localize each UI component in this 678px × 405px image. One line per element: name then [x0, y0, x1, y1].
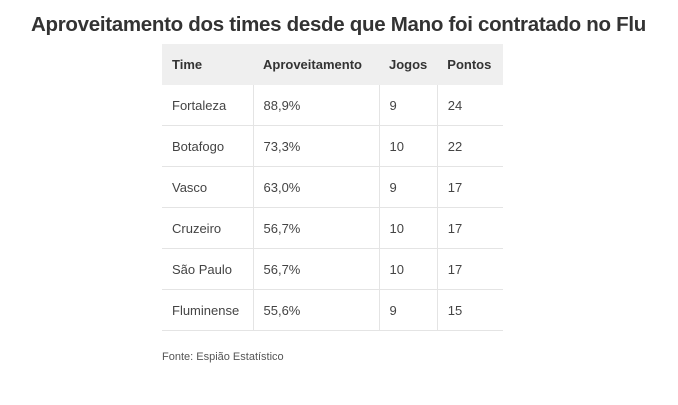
pontos-cell: 17	[436, 166, 504, 208]
aproveitamento-cell: 56,7%	[252, 248, 379, 290]
jogos-cell: 10	[378, 248, 438, 290]
column-header-pontos: Pontos	[437, 44, 504, 85]
jogos-cell: 10	[378, 125, 438, 167]
source-note: Fonte: Espião Estatístico	[162, 351, 284, 363]
table-row: Fortaleza 88,9% 9 24	[162, 85, 504, 126]
column-header-aproveitamento: Aproveitamento	[253, 44, 379, 85]
jogos-cell: 9	[378, 85, 438, 126]
column-header-jogos: Jogos	[379, 44, 438, 85]
team-cell: Vasco	[162, 166, 253, 208]
team-cell: São Paulo	[162, 248, 253, 290]
table-row: Botafogo 73,3% 10 22	[162, 125, 504, 167]
jogos-cell: 10	[378, 207, 438, 249]
jogos-cell: 9	[378, 166, 438, 208]
pontos-cell: 24	[436, 85, 504, 126]
table-row: Vasco 63,0% 9 17	[162, 166, 504, 208]
table-row: Cruzeiro 56,7% 10 17	[162, 207, 504, 249]
team-cell: Cruzeiro	[162, 207, 253, 249]
page-title: Aproveitamento dos times desde que Mano …	[31, 13, 646, 36]
team-cell: Botafogo	[162, 125, 253, 167]
stats-table: Time Aproveitamento Jogos Pontos Fortale…	[162, 44, 504, 331]
aproveitamento-cell: 73,3%	[252, 125, 379, 167]
team-cell: Fortaleza	[162, 85, 253, 126]
team-cell: Fluminense	[162, 289, 253, 331]
pontos-cell: 15	[436, 289, 504, 331]
jogos-cell: 9	[378, 289, 438, 331]
table-row: Fluminense 55,6% 9 15	[162, 289, 504, 331]
column-header-time: Time	[162, 44, 253, 85]
pontos-cell: 17	[436, 207, 504, 249]
table-row: São Paulo 56,7% 10 17	[162, 248, 504, 290]
pontos-cell: 22	[436, 125, 504, 167]
pontos-cell: 17	[436, 248, 504, 290]
aproveitamento-cell: 56,7%	[252, 207, 379, 249]
aproveitamento-cell: 88,9%	[252, 85, 379, 126]
aproveitamento-cell: 63,0%	[252, 166, 379, 208]
aproveitamento-cell: 55,6%	[252, 289, 379, 331]
table-header-row: Time Aproveitamento Jogos Pontos	[162, 44, 504, 85]
